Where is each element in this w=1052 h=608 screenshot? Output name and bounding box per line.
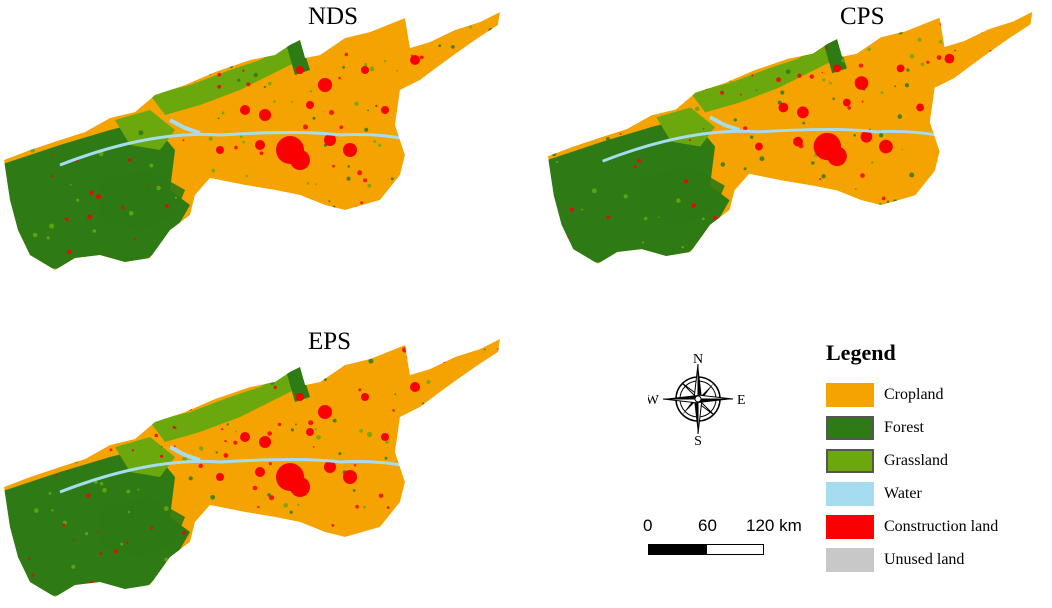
legend: Legend Cropland Forest Grassland Water Const… <box>826 340 1046 576</box>
legend-item: Cropland <box>826 378 1046 411</box>
legend-swatch <box>826 547 874 572</box>
legend-label: Unused land <box>884 550 965 568</box>
scale-label-120: 120 km <box>746 516 802 535</box>
map-title-cps: CPS <box>840 3 885 30</box>
legend-label: Cropland <box>884 385 944 403</box>
legend-item: Unused land <box>826 543 1046 576</box>
legend-label: Forest <box>884 418 924 436</box>
map-panel-nds: NDS <box>0 0 520 280</box>
land-use-map-eps <box>4 339 500 597</box>
legend-label: Construction land <box>884 517 999 535</box>
compass-rose-icon: N S E W <box>648 352 746 447</box>
legend-title: Legend <box>826 340 896 365</box>
scale-bar-white-segment <box>706 544 764 555</box>
legend-swatch <box>826 448 874 473</box>
legend-swatch <box>826 514 874 539</box>
compass-east-label: E <box>737 393 746 408</box>
legend-label: Water <box>884 484 922 502</box>
legend-item: Grassland <box>826 444 1046 477</box>
scale-label-60: 60 <box>698 516 717 535</box>
legend-swatch <box>826 415 874 440</box>
legend-item: Construction land <box>826 510 1046 543</box>
scale-bar-black-segment <box>648 544 708 555</box>
compass-north-label: N <box>693 352 703 367</box>
land-use-map-cps <box>547 11 1033 264</box>
map-title-eps: EPS <box>308 328 352 355</box>
legend-item: Forest <box>826 411 1046 444</box>
scale-bar: 0 60 120 km <box>638 516 818 561</box>
compass-south-label: S <box>694 434 702 447</box>
map-panel-cps: CPS <box>544 0 1052 280</box>
legend-label: Grassland <box>884 451 948 469</box>
land-use-map-nds <box>4 12 500 270</box>
legend-item: Water <box>826 477 1046 510</box>
compass-west-label: W <box>648 393 660 408</box>
legend-swatch <box>826 481 874 506</box>
legend-swatch <box>826 382 874 407</box>
map-panel-eps: EPS <box>0 326 520 608</box>
map-title-nds: NDS <box>308 3 359 30</box>
legend-items: Cropland Forest Grassland Water Construction… <box>826 378 1046 576</box>
scale-label-0: 0 <box>643 516 653 535</box>
